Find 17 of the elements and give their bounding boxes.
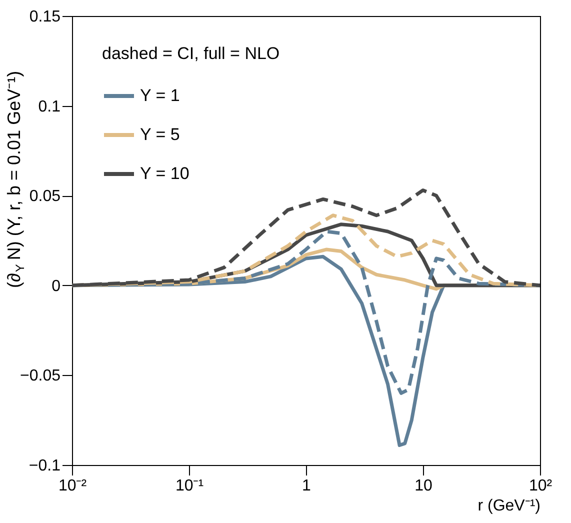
y-tick-label: 0: [52, 278, 61, 295]
x-tick-label: 10⁻¹: [175, 478, 204, 494]
y-tick-label: −0.1: [28, 458, 61, 474]
x-tick-label: 10²: [528, 478, 553, 494]
y-tick-label: 0.15: [29, 8, 61, 26]
x-tick-label: 1: [302, 478, 312, 494]
x-axis-title: r (GeV⁻¹): [478, 498, 540, 514]
y-tick-label: −0.05: [20, 368, 61, 385]
legend-label: Y = 1: [140, 86, 180, 105]
legend-label: Y = 5: [140, 125, 180, 144]
y-tick-label: 0.1: [38, 98, 61, 116]
legend-title: dashed = CI, full = NLO: [102, 44, 280, 63]
y-tick-label: 0.05: [29, 188, 61, 206]
x-tick-label: 10⁻²: [58, 478, 88, 494]
legend-label: Y = 10: [140, 164, 190, 183]
y-axis-title: (∂Y N) (Y, r, b = 0.01 GeV⁻¹): [4, 70, 27, 288]
x-tick-label: 10: [414, 478, 432, 494]
